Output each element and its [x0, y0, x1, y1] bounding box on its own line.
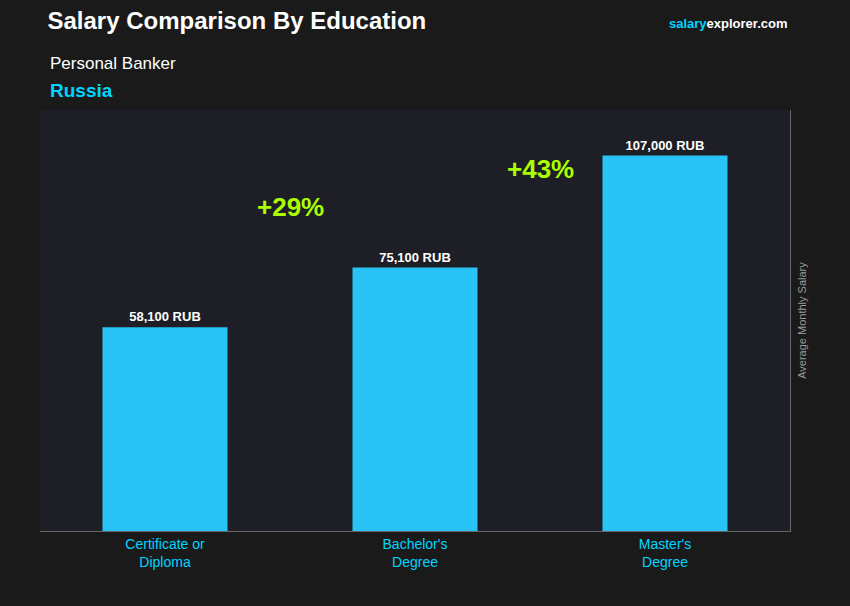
svg-text:58,100 RUB: 58,100 RUB — [129, 309, 201, 324]
svg-text:Personal Banker: Personal Banker — [50, 54, 176, 73]
svg-text:+43%: +43% — [507, 154, 574, 184]
svg-text:Bachelor'sDegree: Bachelor'sDegree — [383, 536, 448, 570]
svg-text:Certificate orDiploma: Certificate orDiploma — [125, 536, 205, 570]
svg-text:+29%: +29% — [257, 192, 324, 222]
svg-text:Salary Comparison By Education: Salary Comparison By Education — [48, 7, 427, 34]
svg-text:107,000 RUB: 107,000 RUB — [626, 138, 705, 153]
svg-text:salaryexplorer.com: salaryexplorer.com — [669, 16, 788, 31]
svg-text:75,100 RUB: 75,100 RUB — [379, 250, 451, 265]
svg-text:Average Monthly Salary: Average Monthly Salary — [796, 262, 808, 379]
svg-text:Russia: Russia — [50, 80, 113, 101]
svg-text:Master'sDegree: Master'sDegree — [639, 536, 691, 570]
